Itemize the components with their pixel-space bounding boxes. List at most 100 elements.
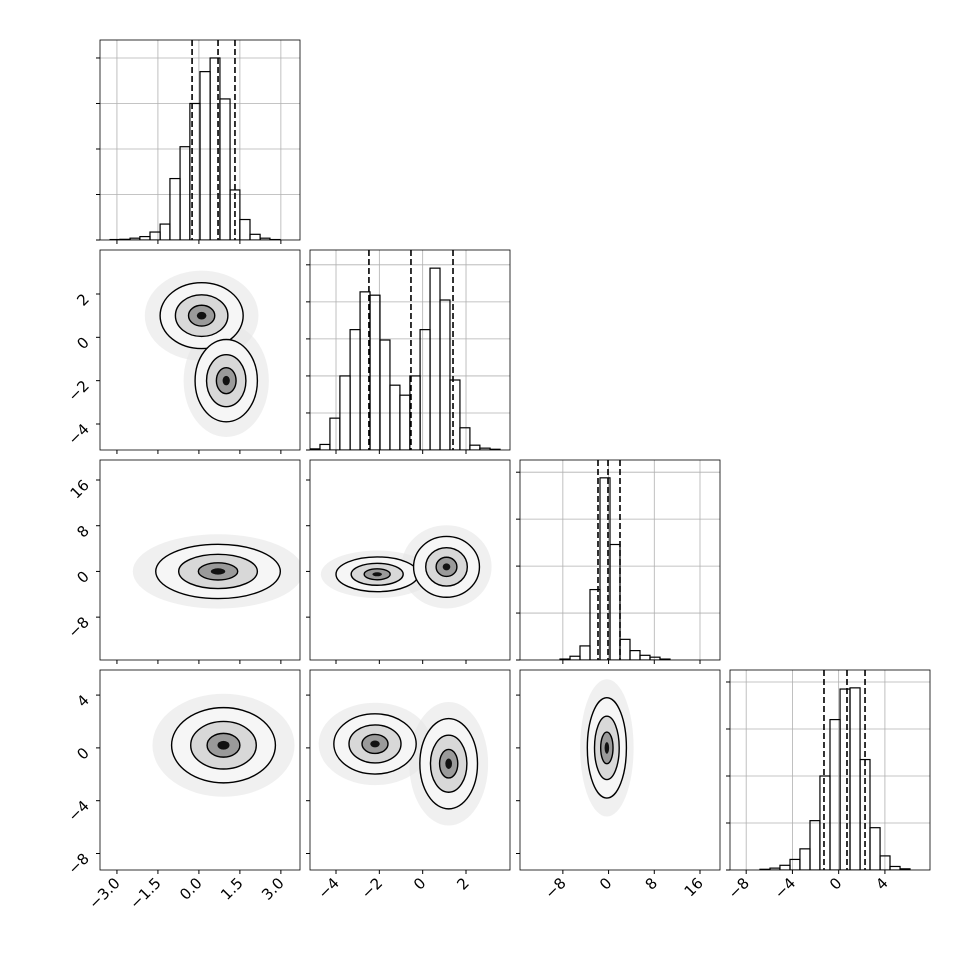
histogram-bin (329, 417, 341, 450)
histogram-bin (459, 427, 471, 450)
x-tick-label: 8 (642, 874, 661, 893)
y-tick-label: 0 (73, 333, 92, 352)
density-contour (372, 572, 382, 577)
plot-area (320, 525, 492, 609)
histogram-bin (619, 638, 631, 660)
plot-area (152, 693, 295, 797)
plot-area (520, 460, 720, 660)
x-tick-label: −8 (725, 874, 753, 902)
plot-area (318, 701, 489, 826)
density-contour (210, 568, 226, 575)
panel-frame (99, 669, 301, 871)
histogram-bin (169, 177, 181, 240)
panel (516, 459, 721, 664)
panel-frame (729, 669, 931, 871)
panel: −8 0 8 16 (516, 669, 721, 902)
x-tick-label: 3.0 (258, 874, 288, 904)
histogram-bin (199, 71, 211, 240)
x-tick-label: −3.0 (85, 874, 123, 912)
histogram-bin (389, 384, 401, 450)
panel: −8 −4 0 4 (725, 669, 931, 902)
density-contour (217, 740, 230, 750)
y-tick-label: −2 (64, 377, 92, 405)
x-tick-label: −4 (771, 874, 799, 902)
panel-frame (99, 249, 301, 451)
histogram-bin (379, 339, 391, 450)
panel: −4 −2 0 2 (306, 669, 511, 902)
y-tick-label: 8 (73, 522, 92, 541)
histogram-bin (439, 299, 451, 450)
histogram-bin (469, 444, 481, 450)
histogram-bin (149, 231, 161, 240)
y-tick-label: −4 (64, 797, 92, 825)
histogram-bin (639, 654, 651, 660)
histogram-bin (579, 645, 591, 660)
plot-area (310, 250, 510, 450)
density-contour (442, 563, 451, 571)
histogram-bin (239, 218, 251, 240)
y-tick-label: 0 (73, 568, 92, 587)
x-tick-label: 0 (410, 874, 429, 893)
y-tick-label: −8 (64, 613, 92, 641)
histogram-bin (369, 294, 381, 450)
x-tick-label: 0 (596, 874, 615, 893)
panel-frame (519, 459, 721, 661)
panel (306, 459, 511, 664)
histogram-bin (349, 329, 361, 450)
histogram-bin (789, 858, 801, 870)
histogram-bin (629, 650, 641, 660)
histogram-bin (249, 233, 261, 240)
y-tick-label: 2 (73, 290, 92, 309)
histogram-bin (609, 543, 621, 660)
x-tick-label: 2 (453, 874, 472, 893)
histogram-bin (219, 98, 231, 240)
panel: −3.0 −1.5 0.0 1.5 3.0 −8 −4 0 4 (64, 669, 301, 913)
y-tick-label: −8 (64, 850, 92, 878)
histogram-bin (799, 848, 811, 870)
y-tick-label: 0 (73, 744, 92, 763)
density-contour (222, 375, 230, 386)
y-tick-label: −4 (64, 420, 92, 448)
panel-frame (309, 669, 511, 871)
histogram-bin (179, 146, 191, 240)
x-tick-label: −2 (358, 874, 386, 902)
histogram-bin (659, 658, 671, 660)
x-tick-label: 0 (826, 874, 845, 893)
density-contour (196, 311, 207, 320)
panel-frame (99, 459, 301, 661)
histogram-bin (869, 827, 881, 870)
histogram-bin (419, 329, 431, 450)
y-tick-label: 16 (67, 476, 93, 502)
plot-area (132, 534, 300, 609)
histogram-bin (139, 235, 151, 240)
histogram-bin (809, 820, 821, 870)
panel-frame (309, 249, 511, 451)
histogram-bin (399, 394, 411, 450)
y-tick-label: 4 (73, 691, 92, 710)
x-tick-label: −1.5 (126, 874, 164, 912)
x-tick-label: −4 (314, 874, 342, 902)
plot-area (144, 270, 269, 437)
histogram-bin (429, 267, 441, 450)
density-contour (445, 758, 453, 769)
x-tick-label: −8 (541, 874, 569, 902)
plot-area (580, 679, 634, 817)
panel (96, 39, 301, 244)
histogram-bin (649, 656, 661, 660)
plot-area (730, 670, 930, 870)
histogram-bin (319, 443, 331, 450)
histogram-bin (849, 687, 861, 870)
panel: −4 −2 0 2 (64, 249, 301, 454)
x-tick-label: 1.5 (217, 874, 247, 904)
x-tick-label: 16 (681, 874, 707, 900)
x-tick-label: 4 (872, 874, 891, 893)
density-contour (370, 740, 380, 748)
histogram-bin (449, 379, 461, 450)
histogram-bin (889, 865, 901, 870)
histogram-bin (779, 864, 791, 870)
histogram-bin (569, 655, 581, 660)
panel-frame (99, 39, 301, 241)
histogram-bin (159, 223, 171, 240)
panel-frame (519, 669, 721, 871)
